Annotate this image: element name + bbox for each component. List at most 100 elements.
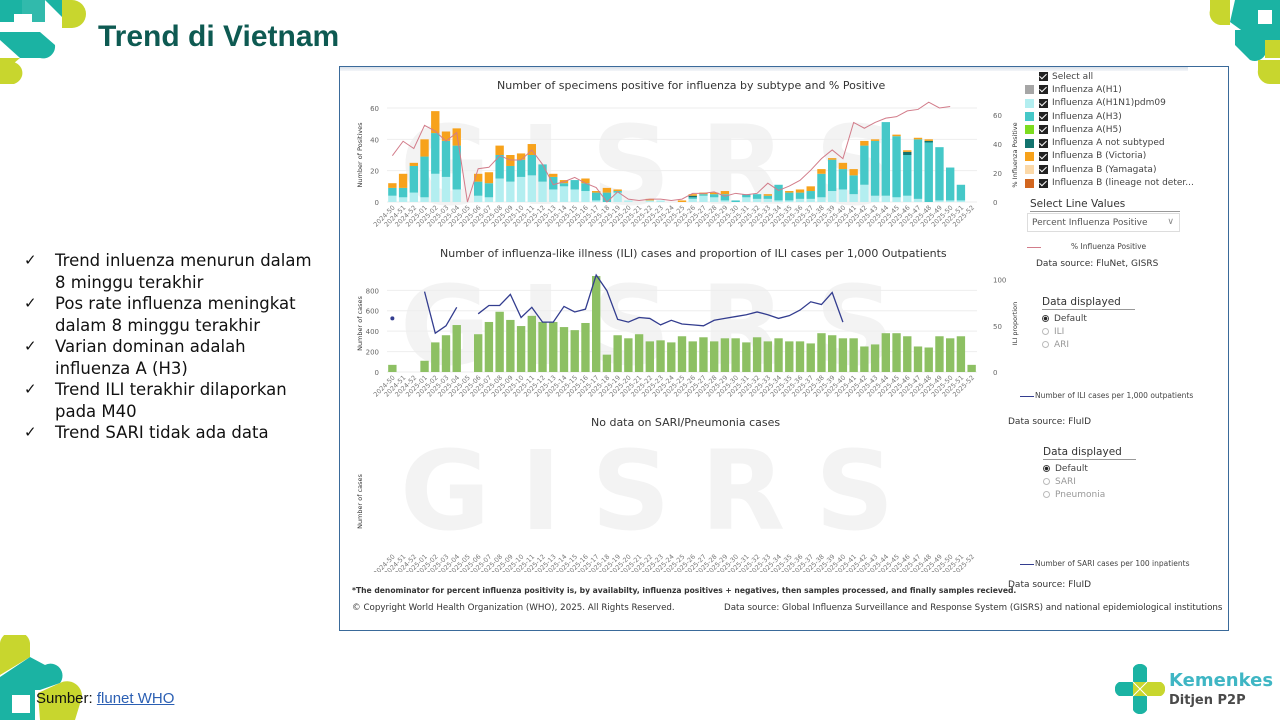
legend-item[interactable]: Influenza B (lineage not deter... <box>1025 176 1225 189</box>
bullet-item: ✓ Trend inluenza menurun dalam 8 minggu t… <box>24 251 312 292</box>
legend-item[interactable]: Influenza B (Yamagata) <box>1025 163 1225 176</box>
y-tick-label: 60 <box>370 105 379 113</box>
legend-label: Influenza A(H3) <box>1052 111 1122 122</box>
bar-segment <box>452 189 461 202</box>
bar-segment <box>613 189 622 192</box>
copyright-text: © Copyright World Health Organization (W… <box>352 603 675 613</box>
bar-segment <box>581 322 590 372</box>
bar-segment <box>559 327 569 372</box>
bar-segment <box>581 191 590 202</box>
bar-segment <box>742 197 751 202</box>
source-link[interactable]: flunet WHO <box>96 690 175 707</box>
radio-ili[interactable]: ILI <box>1042 325 1135 338</box>
bar-segment <box>559 186 569 202</box>
radio-icon <box>1042 315 1049 322</box>
bar-segment <box>473 334 483 372</box>
bar-segment <box>827 159 837 192</box>
bar-segment <box>688 198 697 202</box>
y-tick-label: 800 <box>366 287 379 295</box>
subtype-legend: Select all Influenza A(H1) Influenza A(H1… <box>1025 70 1225 190</box>
bullet-item: ✓ Pos rate influenza meningkat dalam 8 mi… <box>24 294 296 335</box>
bar-segment <box>452 128 461 146</box>
checkbox-icon[interactable] <box>1039 72 1048 82</box>
legend-item[interactable]: Influenza A(H1) <box>1025 83 1225 96</box>
bar-segment <box>709 197 719 202</box>
bar-segment <box>484 183 494 198</box>
bar-segment <box>827 158 837 160</box>
checkbox-icon[interactable] <box>1039 125 1048 135</box>
bar-segment <box>752 194 762 199</box>
bar-segment <box>870 195 880 202</box>
bar-segment <box>527 175 537 202</box>
bar-segment <box>409 192 419 202</box>
bar-segment <box>473 181 483 196</box>
bar-segment <box>441 131 451 141</box>
global-data-source: Data source: Global Influenza Surveillan… <box>724 603 1223 613</box>
legend-swatch <box>1025 112 1034 122</box>
bar-segment <box>559 183 569 187</box>
kemenkes-logo-icon <box>1114 663 1166 715</box>
radio-icon <box>1043 465 1050 472</box>
data-source-flunet: Data source: FluNet, GISRS <box>1036 259 1159 269</box>
bar-segment <box>699 194 708 196</box>
legend-label: Influenza A(H1N1)pdm09 <box>1052 98 1166 109</box>
bar-segment <box>913 137 923 140</box>
radio-sari[interactable]: SARI <box>1043 475 1136 488</box>
bar-segment <box>817 333 826 372</box>
bullet-item: ✓ Trend ILI terakhir dilaporkan pada M40 <box>24 380 287 421</box>
source-citation: Sumber: flunet WHO <box>36 690 174 707</box>
bar-segment <box>549 176 558 190</box>
bar-segment <box>709 192 719 195</box>
line-values-dropdown[interactable]: Percent Influenza Positive ∨ <box>1027 213 1180 232</box>
bar-segment <box>924 347 933 372</box>
radio-ari[interactable]: ARI <box>1042 338 1135 351</box>
bar-segment <box>398 173 408 188</box>
bar-segment <box>838 169 848 190</box>
bar-segment <box>613 335 622 372</box>
checkbox-icon[interactable] <box>1039 178 1048 188</box>
chart-2-title: Number of influenza-like illness (ILI) c… <box>440 247 947 260</box>
bar-segment <box>945 338 955 372</box>
legend-item[interactable]: Influenza A not subtyped <box>1025 136 1225 149</box>
legend-item[interactable]: Influenza A(H3) <box>1025 110 1225 123</box>
checkbox-icon[interactable] <box>1039 85 1048 95</box>
legend-item[interactable]: Influenza A(H5) <box>1025 123 1225 136</box>
checkbox-icon[interactable] <box>1039 151 1048 161</box>
bar-segment <box>699 337 708 372</box>
bar-segment <box>795 189 805 193</box>
select-line-values-label: Select Line Values <box>1030 198 1180 212</box>
radio-default[interactable]: Default <box>1043 462 1136 475</box>
bar-segment <box>849 338 858 372</box>
radio-default[interactable]: Default <box>1042 312 1135 325</box>
chart-1-title: Number of specimens positive for influen… <box>497 79 886 92</box>
bar-segment <box>549 321 558 372</box>
checkbox-icon[interactable] <box>1039 112 1048 122</box>
bar-segment <box>763 198 773 202</box>
bar-segment <box>827 191 837 202</box>
radio-icon <box>1043 491 1050 498</box>
sari-data-displayed: Data displayed Default SARI Pneumonia <box>1043 446 1136 501</box>
legend-item[interactable]: Influenza B (Victoria) <box>1025 150 1225 163</box>
bar-segment <box>913 198 923 202</box>
y-tick-label: 20 <box>370 168 379 176</box>
bar-segment <box>602 187 612 193</box>
bar-segment <box>484 197 494 202</box>
legend-select-all[interactable]: Select all <box>1025 70 1225 83</box>
bar-segment <box>398 197 408 202</box>
data-source-fluid: Data source: FluID <box>1008 580 1092 590</box>
y-tick-label: 0 <box>375 369 379 377</box>
bar-segment <box>581 178 590 184</box>
bar-segment <box>452 325 461 372</box>
legend-item[interactable]: Influenza A(H1N1)pdm09 <box>1025 97 1225 110</box>
radio-icon <box>1042 328 1049 335</box>
checkbox-icon[interactable] <box>1039 165 1048 175</box>
checkbox-icon[interactable] <box>1039 98 1048 108</box>
bar-segment <box>516 176 526 202</box>
bar-segment <box>720 200 730 202</box>
legend-label: Influenza B (Victoria) <box>1052 151 1147 162</box>
bar-segment <box>838 338 848 372</box>
legend-label: Influenza A(H5) <box>1052 124 1122 135</box>
bar-segment <box>495 311 504 372</box>
radio-pneumonia[interactable]: Pneumonia <box>1043 488 1136 501</box>
checkbox-icon[interactable] <box>1039 138 1048 148</box>
